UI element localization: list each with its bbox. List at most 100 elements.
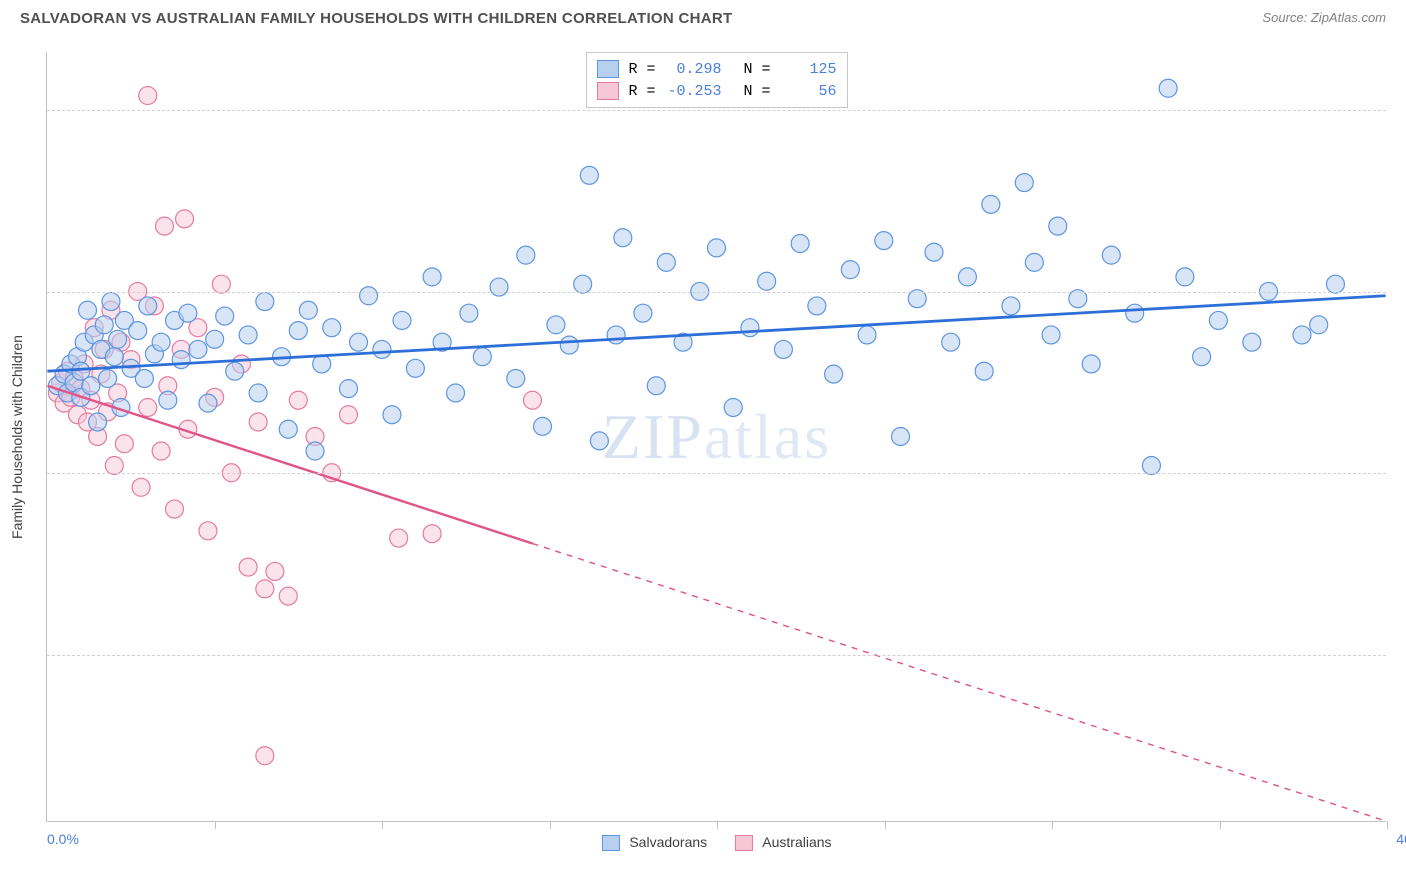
data-point: [1159, 79, 1177, 97]
data-point: [226, 362, 244, 380]
data-point: [1209, 311, 1227, 329]
stat-n-label: N =: [726, 61, 771, 78]
stat-r-label: R =: [628, 61, 655, 78]
data-point: [634, 304, 652, 322]
data-point: [580, 166, 598, 184]
data-point: [447, 384, 465, 402]
data-point: [350, 333, 368, 351]
data-point: [109, 330, 127, 348]
data-point: [406, 359, 424, 377]
data-point: [105, 348, 123, 366]
chart-container: SALVADORAN VS AUSTRALIAN FAMILY HOUSEHOL…: [0, 0, 1406, 892]
data-point: [289, 391, 307, 409]
data-point: [339, 380, 357, 398]
y-tick-label: 50.0%: [1392, 102, 1406, 118]
data-point: [216, 307, 234, 325]
data-point: [279, 420, 297, 438]
data-point: [249, 384, 267, 402]
chart-title: SALVADORAN VS AUSTRALIAN FAMILY HOUSEHOL…: [20, 10, 732, 27]
y-axis-title: Family Households with Children: [9, 335, 25, 539]
stat-swatch-australians: [596, 82, 618, 100]
data-point: [724, 398, 742, 416]
data-point: [393, 311, 411, 329]
data-point: [390, 529, 408, 547]
data-point: [239, 326, 257, 344]
data-point: [339, 406, 357, 424]
data-point: [1310, 316, 1328, 334]
data-point: [306, 442, 324, 460]
stat-r-salvadorans: 0.298: [660, 61, 722, 78]
x-axis-max-label: 40.0%: [1396, 831, 1406, 847]
data-point: [892, 428, 910, 446]
data-point: [1293, 326, 1311, 344]
data-point: [1176, 268, 1194, 286]
data-point: [423, 525, 441, 543]
data-point: [129, 322, 147, 340]
data-point: [774, 340, 792, 358]
data-point: [1042, 326, 1060, 344]
data-point: [524, 391, 542, 409]
legend-label-australians: Australians: [762, 834, 831, 850]
data-point: [423, 268, 441, 286]
data-point: [313, 355, 331, 373]
legend-swatch-salvadorans: [601, 835, 619, 851]
data-point: [383, 406, 401, 424]
data-point: [115, 435, 133, 453]
data-point: [152, 442, 170, 460]
data-point: [172, 351, 190, 369]
stat-legend: R = 0.298 N = 125 R = -0.253 N = 56: [585, 52, 847, 108]
plot-area: Family Households with Children ZIPatlas…: [46, 52, 1386, 822]
stat-n-label: N =: [726, 83, 771, 100]
data-point: [239, 558, 257, 576]
stat-swatch-salvadorans: [596, 60, 618, 78]
chart-source: Source: ZipAtlas.com: [1262, 10, 1386, 25]
data-point: [89, 413, 107, 431]
data-point: [708, 239, 726, 257]
data-point: [741, 319, 759, 337]
data-point: [176, 210, 194, 228]
data-point: [1102, 246, 1120, 264]
data-point: [875, 232, 893, 250]
data-point: [590, 432, 608, 450]
data-point: [975, 362, 993, 380]
chart-header: SALVADORAN VS AUSTRALIAN FAMILY HOUSEHOL…: [0, 0, 1406, 40]
data-point: [1193, 348, 1211, 366]
data-point: [279, 587, 297, 605]
data-point: [102, 293, 120, 311]
data-point: [323, 319, 341, 337]
data-point: [825, 365, 843, 383]
stat-r-label: R =: [628, 83, 655, 100]
data-point: [249, 413, 267, 431]
data-point: [460, 304, 478, 322]
data-point: [517, 246, 535, 264]
data-point: [82, 377, 100, 395]
data-point: [1025, 253, 1043, 271]
data-point: [1243, 333, 1261, 351]
footer-legend: Salvadorans Australians: [601, 834, 831, 851]
data-point: [99, 369, 117, 387]
data-point: [139, 398, 157, 416]
data-point: [155, 217, 173, 235]
data-point: [199, 394, 217, 412]
stat-row-australians: R = -0.253 N = 56: [596, 80, 836, 102]
data-point: [135, 369, 153, 387]
data-point: [373, 340, 391, 358]
data-point: [808, 297, 826, 315]
data-point: [490, 278, 508, 296]
data-point: [647, 377, 665, 395]
data-point: [607, 326, 625, 344]
legend-item-salvadorans: Salvadorans: [601, 834, 707, 851]
data-point: [841, 261, 859, 279]
data-point: [534, 417, 552, 435]
data-point: [1326, 275, 1344, 293]
data-point: [958, 268, 976, 286]
scatter-svg: [47, 52, 1386, 821]
data-point: [199, 522, 217, 540]
data-point: [473, 348, 491, 366]
stat-n-salvadorans: 125: [775, 61, 837, 78]
data-point: [1082, 355, 1100, 373]
y-tick-label: 25.0%: [1392, 465, 1406, 481]
data-point: [212, 275, 230, 293]
data-point: [105, 457, 123, 475]
data-point: [256, 747, 274, 765]
